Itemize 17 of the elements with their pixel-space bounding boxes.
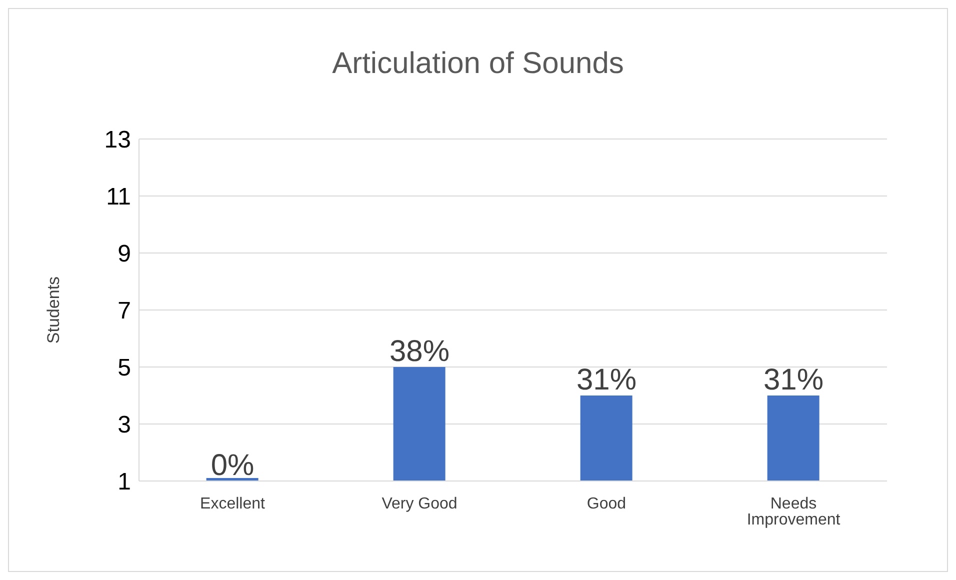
annotation: 38% bbox=[389, 335, 450, 368]
y-tick-label: 3 bbox=[118, 412, 131, 439]
y-tick-label: 1 bbox=[118, 468, 131, 496]
y-tick-label: 11 bbox=[106, 184, 131, 211]
chart-title: Articulation of Sounds bbox=[331, 47, 625, 81]
y-tick-label: 5 bbox=[118, 354, 131, 382]
y-tick-label: 7 bbox=[118, 298, 131, 325]
x-tick-label: Excellent bbox=[200, 495, 266, 512]
y-axis-title: Students bbox=[44, 276, 64, 344]
y-tick-label: 9 bbox=[118, 240, 131, 268]
annotation: 31% bbox=[576, 364, 637, 396]
x-tick-label: Very Good bbox=[382, 495, 458, 512]
y-tick-label: 13 bbox=[104, 126, 131, 154]
annotation: 0% bbox=[210, 449, 254, 482]
x-tick-label: Good bbox=[586, 495, 626, 512]
x-tick-label: Needs Improvement bbox=[746, 495, 841, 528]
annotation: 31% bbox=[763, 364, 824, 396]
